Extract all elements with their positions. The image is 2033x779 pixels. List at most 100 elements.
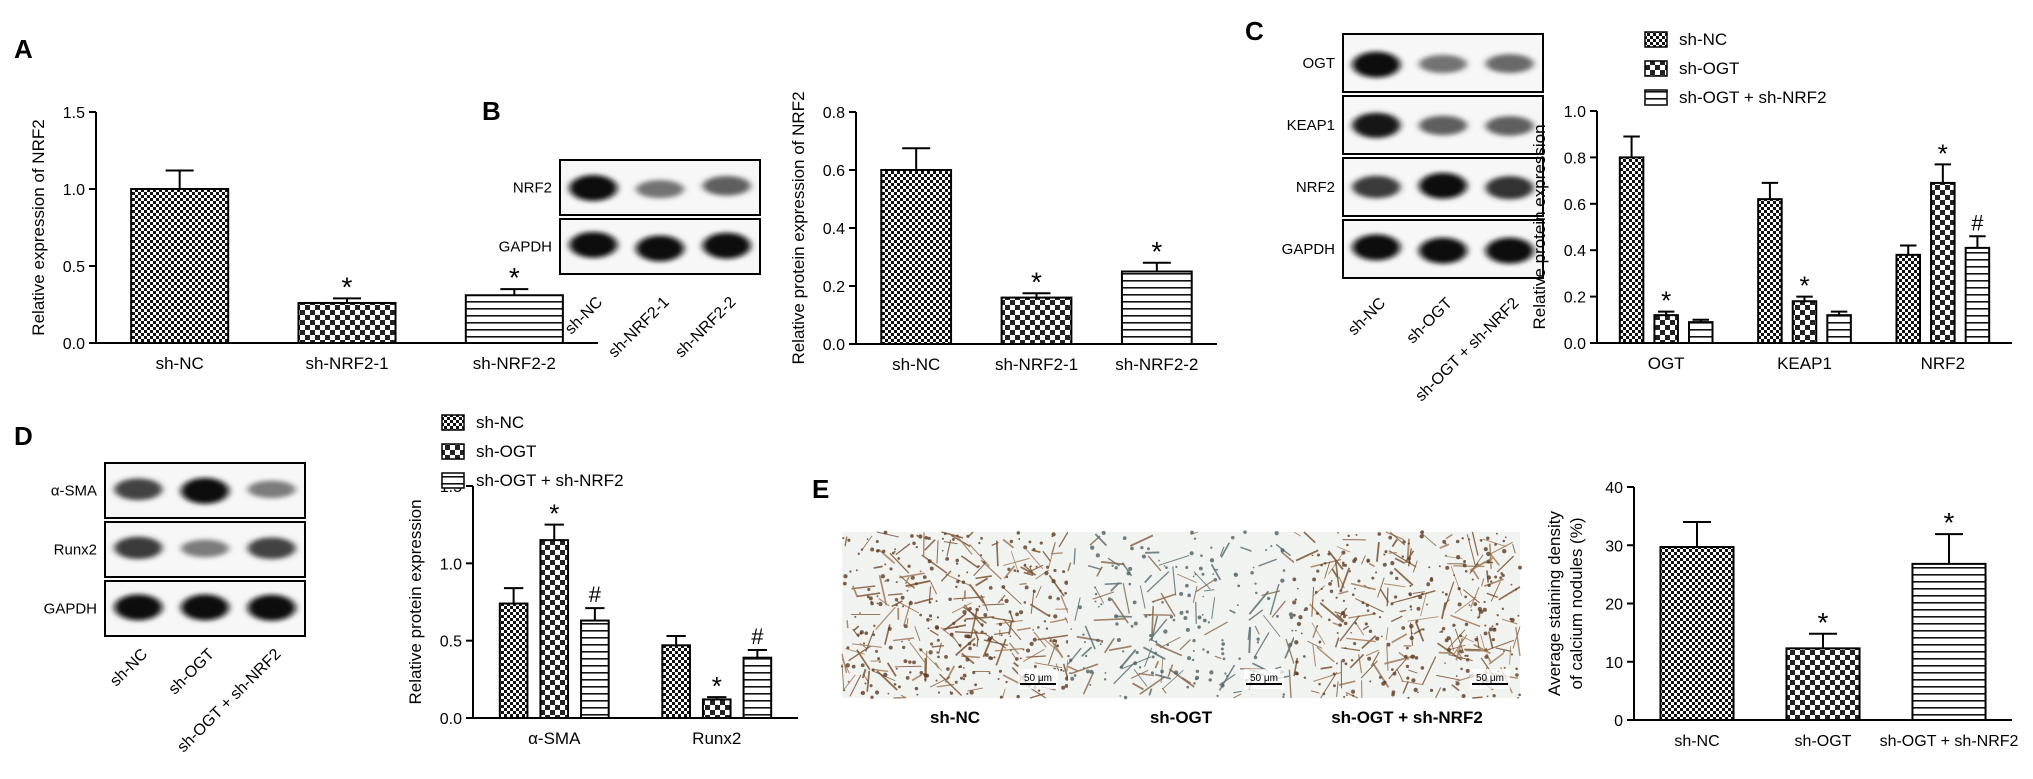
stain-fiber — [1338, 590, 1349, 595]
stain-cell — [1463, 560, 1467, 563]
stain-cell — [1367, 656, 1372, 661]
stain-cell — [1357, 579, 1361, 583]
x-tick-label: α-SMA — [528, 729, 581, 748]
stain-fiber — [875, 606, 896, 630]
stain-cell — [1009, 635, 1012, 638]
stain-cell — [1328, 581, 1332, 586]
stain-cell — [1023, 563, 1027, 567]
stain-fiber — [1269, 583, 1280, 616]
stain-cell — [1489, 580, 1493, 583]
stain-cell — [1419, 534, 1424, 539]
stain-fiber — [1081, 646, 1093, 658]
stain-fiber — [873, 565, 883, 569]
blot-lane-label: sh-OGT — [166, 646, 218, 698]
stain-cell — [1378, 675, 1382, 679]
stain-cell — [916, 534, 919, 537]
stain-cell — [895, 581, 898, 584]
stain-cell — [1392, 671, 1397, 676]
stain-cell — [1009, 539, 1014, 544]
stain-fiber — [1096, 566, 1103, 577]
stain-fiber — [963, 604, 984, 628]
y-tick-label: 0.4 — [823, 221, 845, 238]
stain-cell — [966, 571, 969, 574]
stain-fiber — [1512, 543, 1516, 554]
stain-cell — [1067, 654, 1070, 658]
stain-cell — [1344, 662, 1348, 666]
stain-fiber — [929, 629, 939, 637]
stain-fiber — [921, 554, 948, 574]
stain-cell — [1191, 658, 1195, 662]
stain-cell — [962, 677, 966, 681]
stain-cell — [919, 613, 923, 617]
blot-band — [114, 536, 163, 560]
stain-cell — [1070, 676, 1075, 681]
stain-cell — [876, 595, 879, 598]
stain-fiber — [1113, 660, 1137, 685]
stain-fiber — [1420, 592, 1428, 617]
stain-fiber — [980, 594, 989, 612]
stain-cell — [1409, 605, 1413, 608]
stain-cell — [1415, 619, 1419, 623]
blot-band — [1485, 176, 1534, 200]
stain-cell — [884, 580, 887, 582]
stain-cell — [1207, 621, 1210, 624]
stain-cell — [1487, 583, 1491, 587]
stain-cell — [1085, 669, 1090, 674]
stain-cell — [1016, 694, 1020, 699]
stain-cell — [957, 574, 961, 577]
stain-fiber — [1412, 560, 1418, 573]
stain-fiber — [1355, 598, 1384, 613]
stain-cell — [1209, 558, 1215, 563]
stain-fiber — [1214, 655, 1222, 660]
stain-cell — [1103, 678, 1107, 681]
stain-cell — [1464, 595, 1468, 599]
stain-cell — [1296, 587, 1299, 590]
stain-cell — [1008, 610, 1012, 614]
stain-cell — [1339, 589, 1343, 593]
blot-lane-label: sh-NC — [1345, 295, 1389, 339]
micrograph-label: sh-OGT — [1150, 708, 1213, 727]
stain-cell — [1013, 569, 1017, 572]
stain-cell — [906, 589, 909, 592]
x-tick-label: NRF2 — [1921, 354, 1965, 373]
stain-cell — [962, 667, 965, 669]
stain-cell — [1486, 575, 1492, 580]
stain-fiber — [1233, 693, 1242, 699]
stain-cell — [912, 660, 916, 665]
stain-fiber — [1167, 664, 1174, 677]
stain-cell — [900, 595, 905, 600]
stain-cell — [883, 672, 888, 677]
stain-cell — [873, 624, 876, 628]
stain-cell — [1068, 658, 1073, 662]
stain-cell — [1029, 641, 1034, 646]
stain-cell — [1341, 550, 1346, 555]
stain-cell — [1477, 616, 1480, 619]
stain-cell — [1084, 654, 1088, 658]
stain-fiber — [1139, 676, 1165, 695]
stain-cell — [1001, 585, 1006, 589]
blot-band — [636, 179, 684, 199]
stain-cell — [1461, 537, 1464, 540]
stain-cell — [1517, 614, 1520, 617]
stain-cell — [1496, 614, 1499, 617]
stain-cell — [1486, 560, 1491, 564]
x-tick-label: Runx2 — [692, 729, 741, 748]
stain-cell — [1371, 576, 1375, 580]
stain-fiber — [876, 531, 899, 538]
stain-cell — [867, 587, 871, 592]
stain-fiber — [906, 618, 909, 625]
stain-cell — [1479, 538, 1483, 542]
stain-cell — [1122, 650, 1125, 653]
stain-fiber — [1067, 562, 1072, 572]
stain-cell — [860, 690, 866, 696]
stain-cell — [1386, 642, 1391, 647]
stain-cell — [947, 676, 950, 679]
blot-row-label: GAPDH — [1282, 241, 1335, 258]
stain-fiber — [1454, 628, 1465, 654]
stain-cell — [1393, 595, 1398, 599]
blot-band — [1485, 116, 1534, 136]
stain-cell — [1280, 548, 1285, 553]
stain-cell — [1296, 621, 1302, 627]
stain-cell — [875, 649, 879, 653]
